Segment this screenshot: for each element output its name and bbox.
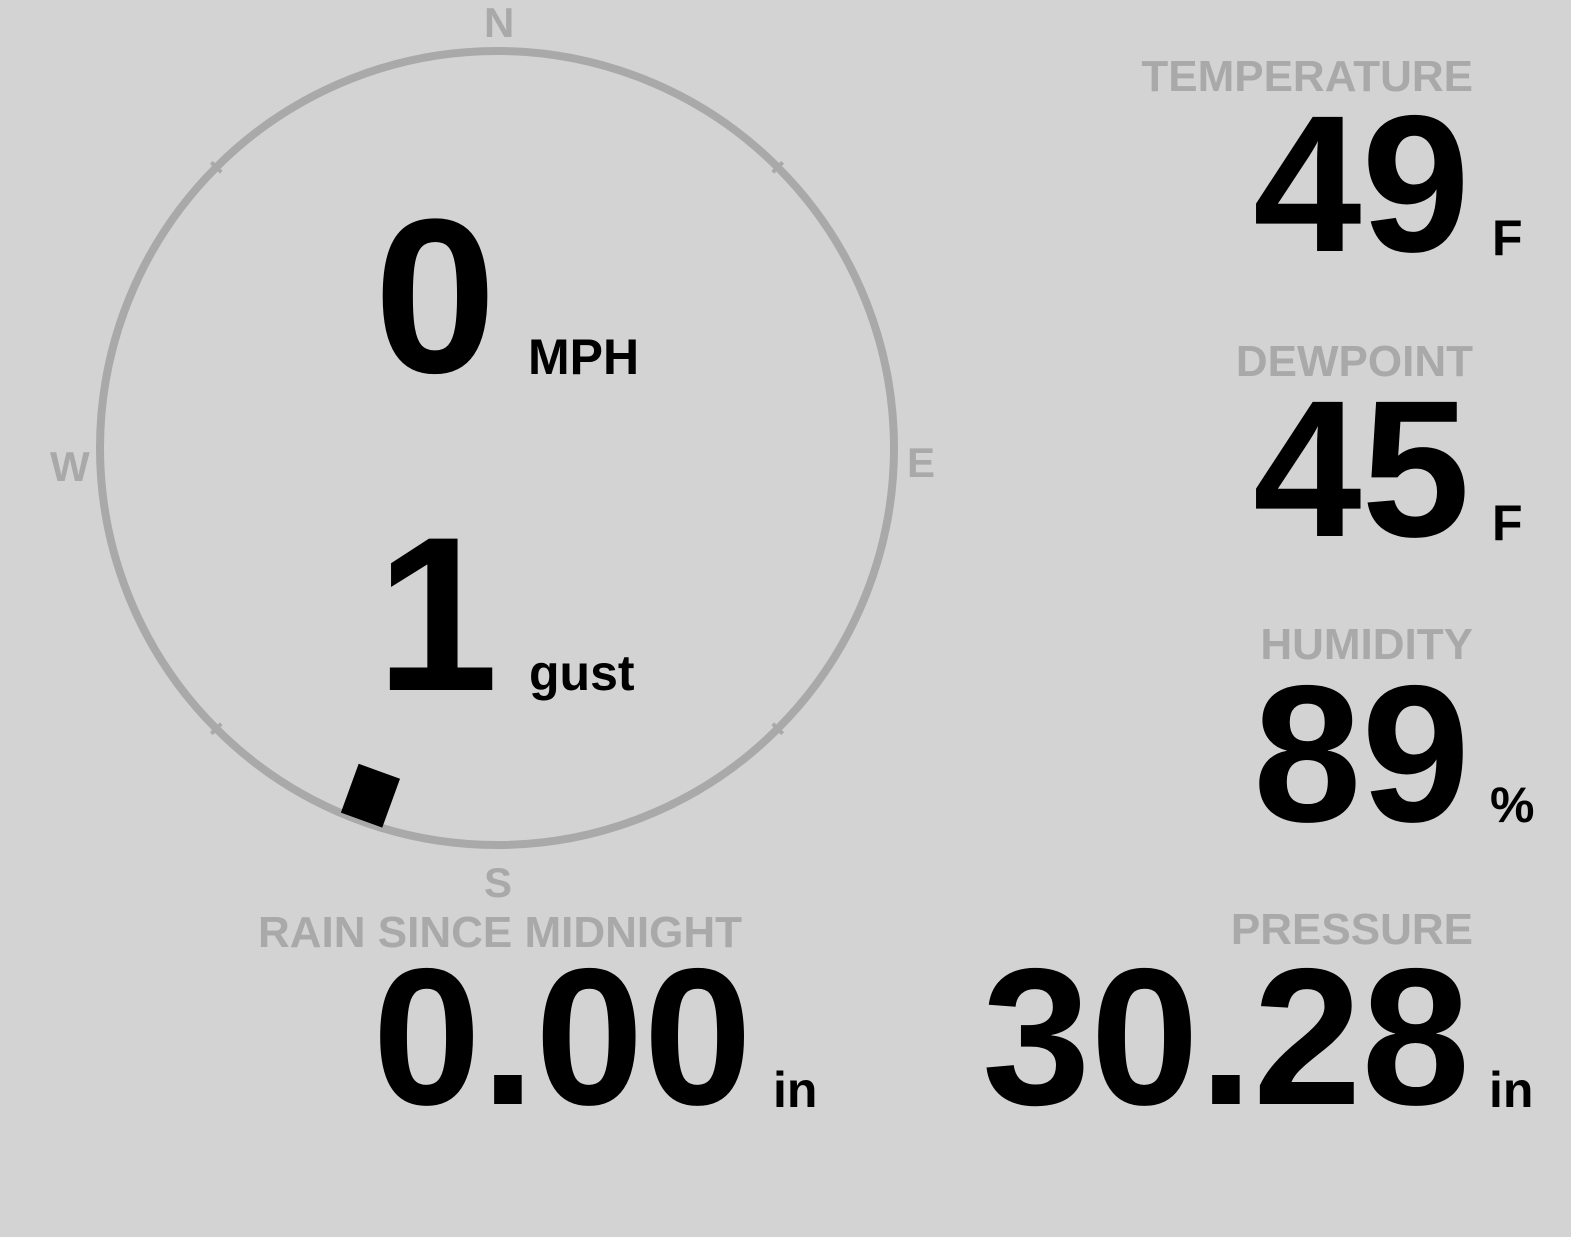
humidity-unit: % xyxy=(1490,777,1535,833)
dewpoint-value: 45 xyxy=(1253,360,1470,578)
wind-gust-value: 1 xyxy=(376,491,499,737)
wind-gust-unit: gust xyxy=(529,645,635,701)
dewpoint-unit: F xyxy=(1492,495,1523,551)
compass-east: E xyxy=(907,439,936,486)
pressure-value: 30.28 xyxy=(982,928,1470,1146)
wind-direction-marker xyxy=(340,763,401,828)
compass-tick xyxy=(209,160,223,174)
compass-tick xyxy=(209,722,223,736)
temperature-value: 49 xyxy=(1253,75,1470,293)
temperature-label: TEMPERATURE xyxy=(1141,52,1473,101)
compass-north: N xyxy=(484,0,515,46)
wind-speed-value: 0 xyxy=(374,173,497,419)
rain-label: RAIN SINCE MIDNIGHT xyxy=(258,908,742,957)
compass-west: W xyxy=(50,443,90,490)
temperature-unit: F xyxy=(1492,210,1523,266)
pressure-label: PRESSURE xyxy=(1230,905,1473,954)
wind-speed-unit: MPH xyxy=(528,329,640,385)
compass-tick xyxy=(771,722,785,736)
humidity-value: 89 xyxy=(1253,645,1470,863)
rain-value: 0.00 xyxy=(372,928,752,1146)
humidity-label: HUMIDITY xyxy=(1260,620,1473,669)
dewpoint-label: DEWPOINT xyxy=(1235,337,1473,386)
pressure-unit: in xyxy=(1489,1062,1534,1118)
compass-ring xyxy=(96,47,898,849)
rain-unit: in xyxy=(773,1062,818,1118)
compass-south: S xyxy=(484,859,513,906)
compass-tick xyxy=(771,160,785,174)
